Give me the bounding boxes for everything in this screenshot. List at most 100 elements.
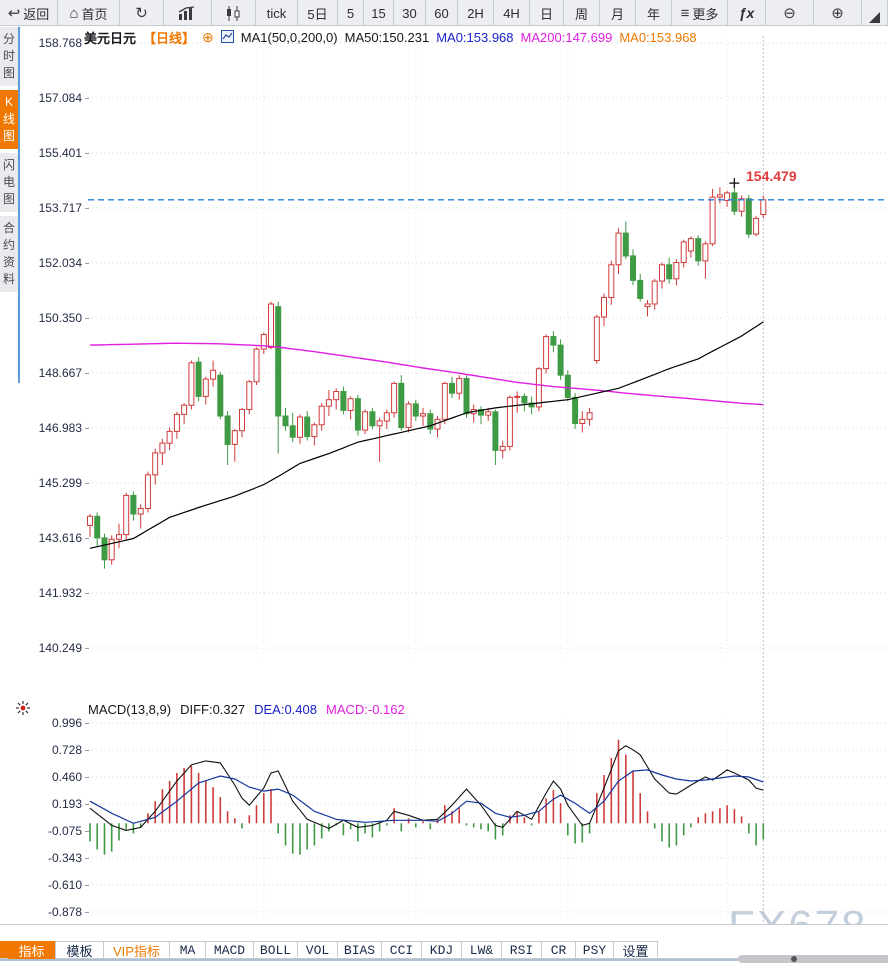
price-tick-label: 141.932 [38,586,82,600]
refresh-icon: ↻ [135,4,148,22]
ma50-value: MA50:150.231 [344,30,430,45]
axis-tick [85,723,89,724]
price-tick-label: 152.034 [38,256,82,270]
tab-VIP指标[interactable]: VIP指标 [104,941,170,959]
price-tick-label: 140.249 [38,641,82,655]
sidebar-item-[interactable]: 合约资料 [0,216,18,292]
chart-header: 美元日元 【日线】 ⊕ MA1(50,0,200,0) MA50:150.231… [84,28,697,47]
indicator-tabs: 指标 模板 VIP指标 MA MACD BOLL VOL BIAS CCI KDJ LW& RSI CR… [0,941,888,959]
tab-LW&[interactable]: LW& [462,941,502,959]
sidebar-item-[interactable]: 分时图 [0,27,18,86]
toolbar-button-年[interactable]: 年 [636,0,672,26]
bar-chart-icon[interactable] [164,0,212,26]
axis-tick [85,912,89,913]
zoom-out-icon[interactable]: ⊖ [766,0,814,26]
macd-value: MACD:-0.162 [325,702,405,717]
price-tick-label: 153.717 [38,201,82,215]
macd-tick-label: -0.878 [47,905,82,919]
scrollbar-dot [791,956,797,962]
ma-settings-label: MA1(50,0,200,0) [240,30,338,45]
axis-tick [85,648,89,649]
axis-tick [85,483,89,484]
tab-CR[interactable]: CR [542,941,576,959]
axis-tick [85,153,89,154]
toolbar-button-4H[interactable]: 4H [494,0,530,26]
price-tick-label: 146.983 [38,421,82,435]
axis-tick [85,777,89,778]
sidebar-item-[interactable]: 闪电图 [0,153,18,212]
axis-tick [85,831,89,832]
toolbar-button-周[interactable]: 周 [564,0,600,26]
tabs-left-cap [0,941,8,958]
toolbar-button-5[interactable]: 5 [338,0,364,26]
ma200-value: MA200:147.699 [520,30,613,45]
axis-tick [85,318,89,319]
macd-tick-label: 0.193 [51,797,82,811]
toolbar-button-日[interactable]: 日 [530,0,564,26]
ma0-blue-value: MA0:153.968 [436,30,514,45]
toolbar-button-60[interactable]: 60 [426,0,458,26]
back-arrow-button[interactable]: ↩ 返回 [0,0,58,26]
candlestick-icon[interactable] [212,0,256,26]
macd-tick-label: 0.996 [51,716,82,730]
ma-settings-icon[interactable] [220,29,234,46]
axis-tick [85,885,89,886]
toolbar-button-30[interactable]: 30 [394,0,426,26]
fx-button[interactable]: ƒx [728,0,766,26]
price-tick-label: 155.401 [38,146,82,160]
top-toolbar: ↩ 返回 ⌂ 首页 ↻ tick 5日 5 15 30 60 2H 4H 日周月年 ≡ 更多 ƒx ⊖ ⊕ [0,0,888,26]
tab-VOL[interactable]: VOL [298,941,338,959]
price-tick-label: 148.667 [38,366,82,380]
period-tag: 【日线】 [143,31,196,46]
menu-icon: ≡ [680,4,690,22]
macd-tick-label: 0.460 [51,770,82,784]
back-arrow-icon: ↩ [7,4,21,22]
axis-tick [85,373,89,374]
axis-tick [85,263,89,264]
add-overlay-icon[interactable]: ⊕ [202,29,214,45]
tab-BIAS[interactable]: BIAS [338,941,382,959]
tab-MACD[interactable]: MACD [206,941,254,959]
menu-button[interactable]: ≡ 更多 [672,0,728,26]
tab-PSY[interactable]: PSY [576,941,614,959]
tab-RSI[interactable]: RSI [502,941,542,959]
macd-dea-value: DEA:0.408 [254,702,317,717]
macd-tick-label: 0.728 [51,743,82,757]
axis-tick [85,804,89,805]
tab-BOLL[interactable]: BOLL [254,941,298,959]
horizontal-scrollbar[interactable] [738,955,888,963]
toolbar-button-2H[interactable]: 2H [458,0,494,26]
zoom-in-icon: ⊕ [831,4,844,22]
high-price-label: 154.479 [746,168,797,184]
toolbar-button-15[interactable]: 15 [364,0,394,26]
draw-triangle-icon[interactable] [862,0,888,26]
tab-KDJ[interactable]: KDJ [422,941,462,959]
bottom-divider [0,959,888,961]
macd-title: MACD(13,8,9) [88,702,172,717]
tab-设置[interactable]: 设置 [614,941,658,959]
axis-tick [85,750,89,751]
axis-tick [85,858,89,859]
toolbar-button-月[interactable]: 月 [600,0,636,26]
home-button[interactable]: ⌂ 首页 [58,0,120,26]
tab-模板[interactable]: 模板 [56,941,104,959]
time-axis-row: 日线 ▲ 2025/07/01 星期二 2025/082025/092025/1… [0,924,888,942]
indicator-settings-icon[interactable] [15,700,31,721]
toolbar-button-5日[interactable]: 5日 [298,0,338,26]
axis-tick [85,98,89,99]
symbol-name: 美元日元 [84,31,137,46]
axis-tick [85,593,89,594]
tab-MA[interactable]: MA [170,941,206,959]
zoom-in-icon[interactable]: ⊕ [814,0,862,26]
macd-tick-label: -0.075 [47,824,82,838]
refresh-icon[interactable]: ↻ [120,0,164,26]
tab-指标[interactable]: 指标 [8,941,56,959]
toolbar-button-tick[interactable]: tick [256,0,298,26]
price-tick-label: 143.616 [38,531,82,545]
price-tick-label: 150.350 [38,311,82,325]
tab-CCI[interactable]: CCI [382,941,422,959]
macd-tick-label: -0.343 [47,851,82,865]
